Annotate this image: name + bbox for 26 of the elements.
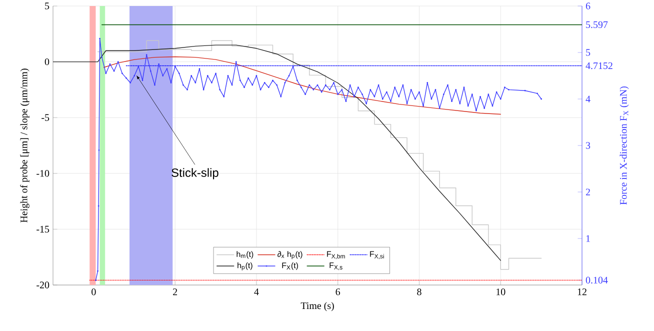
x-axis-title: Time (s) xyxy=(300,302,334,312)
x-tick-label: 6 xyxy=(336,288,340,296)
y2-axis-title: Force in X-direction F$_{X}$ (mN) xyxy=(620,86,629,205)
x-tick-label: 4 xyxy=(254,288,259,296)
x-tick-label: 0 xyxy=(92,288,96,296)
x-tick-label: 12 xyxy=(578,288,586,296)
y2-tick-label: 6 xyxy=(586,2,590,10)
annotation: Stick-slip xyxy=(172,168,218,180)
y-tick-label: -10 xyxy=(36,170,50,177)
y2-tick-label: 4.7152 xyxy=(586,62,612,70)
y2-tick-label: 5.597 xyxy=(586,21,608,28)
x-tick-label: 8 xyxy=(417,288,422,296)
y-tick-label: -5 xyxy=(42,114,50,121)
y-tick-label: -15 xyxy=(36,226,50,233)
y2-tick-label: 5 xyxy=(586,49,590,56)
y-tick-label: 0 xyxy=(44,58,50,66)
y2-tick-label: 4 xyxy=(586,96,590,102)
y2-tick-label: 3 xyxy=(586,142,590,149)
y-tick-label: -20 xyxy=(36,282,50,288)
y2-tick-label: 2 xyxy=(586,188,590,196)
y-axis-title: Height of probe [μm] / slope (μm/mm) xyxy=(20,68,30,222)
y2-tick-label: 1 xyxy=(586,235,590,242)
y-tick-label: 5 xyxy=(45,2,50,10)
x-tick-label: 2 xyxy=(173,288,178,296)
y2-tick-label: 0.104 xyxy=(586,276,608,284)
x-tick-label: 10 xyxy=(496,288,506,296)
